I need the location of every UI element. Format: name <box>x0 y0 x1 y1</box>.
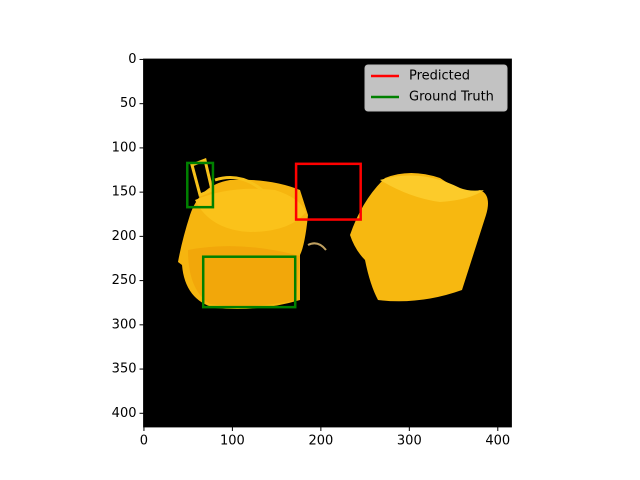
y-tick-label: 200 <box>112 229 137 244</box>
bounding-box <box>186 161 215 209</box>
plot <box>186 161 362 309</box>
x-tick-label: 0 <box>140 434 148 449</box>
y-tick-label: 100 <box>112 140 137 155</box>
bounding-box <box>294 162 362 221</box>
bounding-box <box>201 255 297 309</box>
y-tick-label: 50 <box>120 96 137 111</box>
axes-frame <box>143 58 512 428</box>
y-tick-label: 400 <box>112 406 137 421</box>
y-tick-label: 250 <box>112 273 137 288</box>
legend-label: Ground Truth <box>409 90 494 105</box>
legend-label: Predicted <box>409 69 470 84</box>
y-tick-label: 300 <box>112 317 137 332</box>
image <box>143 59 512 427</box>
x-tick-label: 200 <box>308 434 333 449</box>
x-tick-label: 400 <box>485 434 510 449</box>
y-tick-label: 0 <box>128 52 136 67</box>
y-tick-label: 150 <box>112 185 137 200</box>
legend-box <box>364 64 508 112</box>
legend <box>364 64 508 112</box>
x-tick-label: 300 <box>397 434 422 449</box>
x-tick-label: 100 <box>220 434 245 449</box>
y-tick-label: 350 <box>112 362 137 377</box>
